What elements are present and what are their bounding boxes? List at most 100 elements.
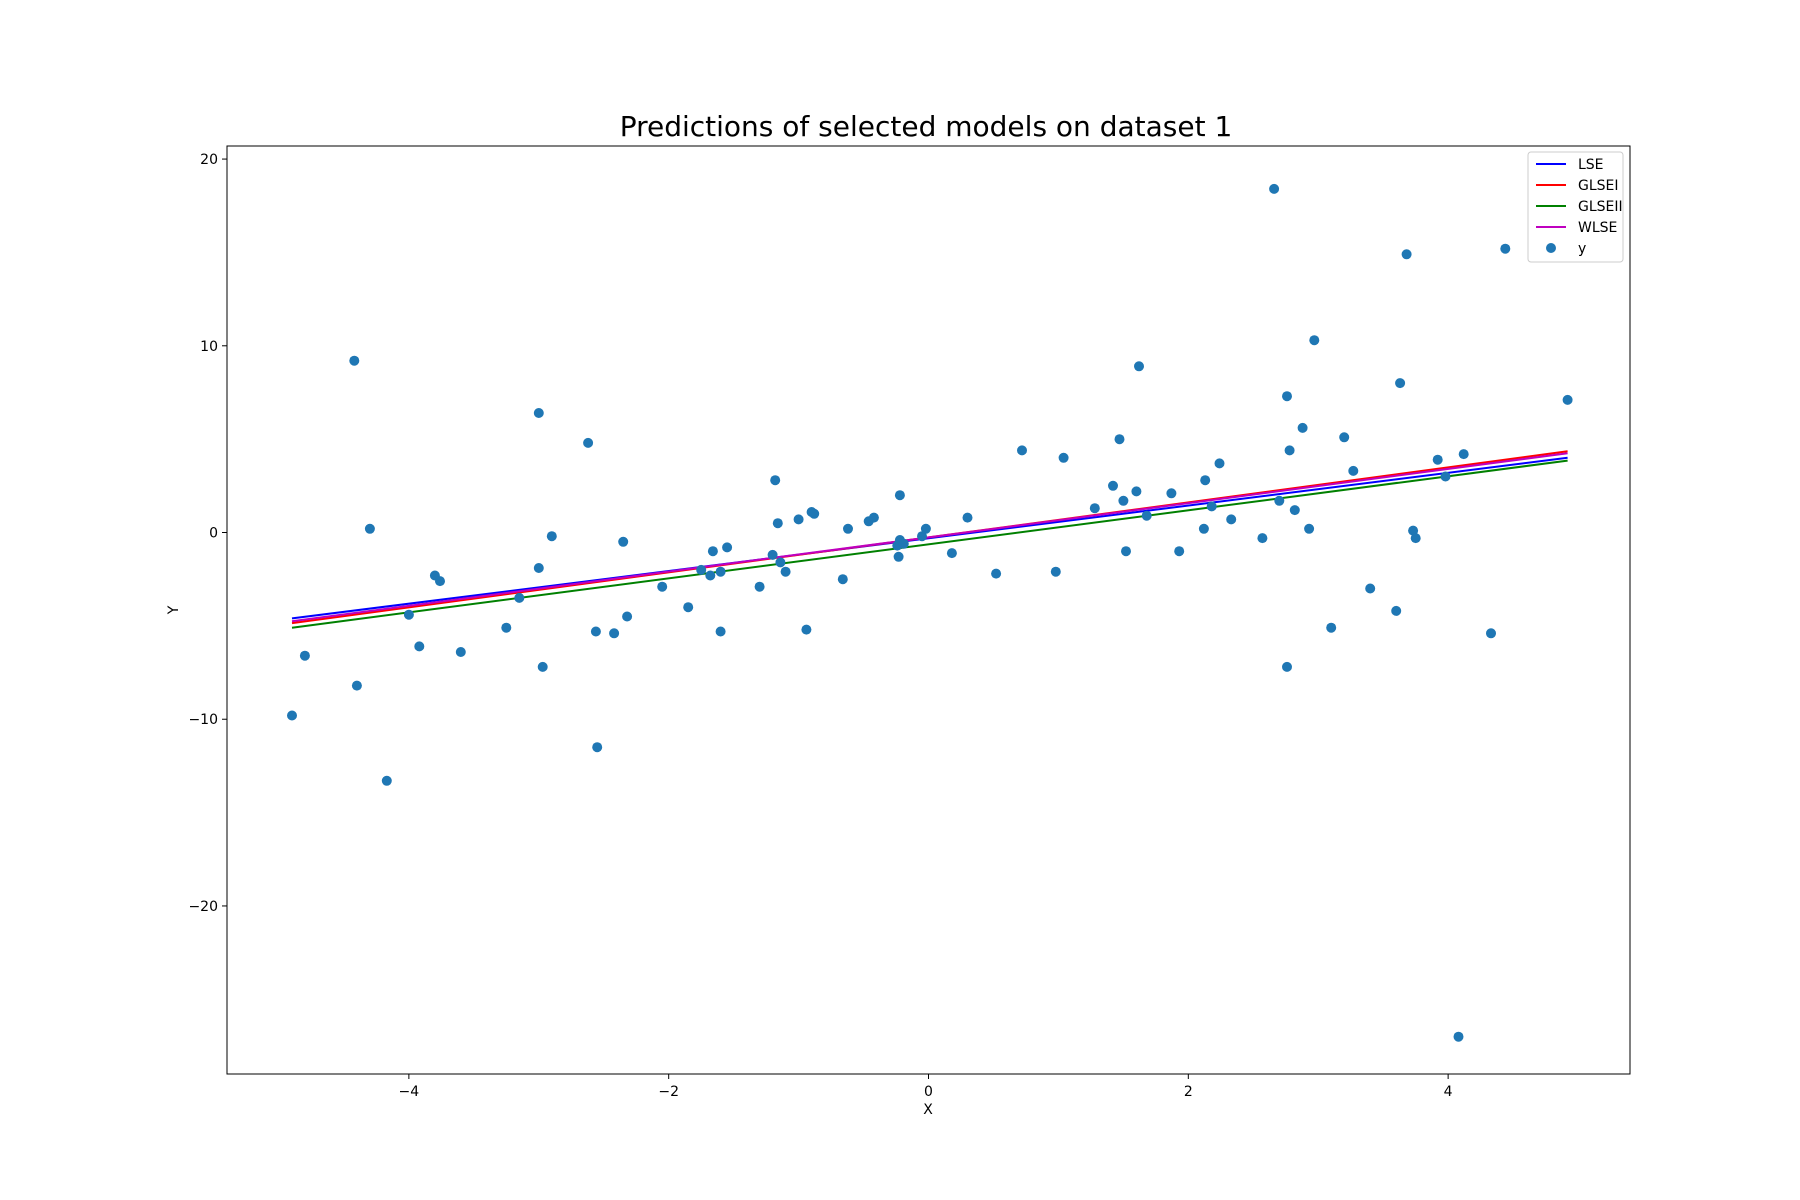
legend-label-glsei: GLSEI xyxy=(1578,178,1619,194)
scatter-point xyxy=(1432,454,1443,465)
x-tick-label: 2 xyxy=(1184,1084,1193,1100)
y-tick-label: 0 xyxy=(209,526,218,542)
scatter-point xyxy=(1121,546,1131,557)
legend-label-y: y xyxy=(1578,241,1586,257)
scatter-point xyxy=(1118,495,1129,506)
scatter-point xyxy=(1410,533,1421,544)
legend-label-lse: LSE xyxy=(1578,157,1604,173)
scatter-point xyxy=(1257,533,1268,544)
y-axis: −20 −10 0 10 20 xyxy=(188,152,227,915)
scatter-point xyxy=(590,626,601,637)
series-line-wlse xyxy=(291,452,1568,623)
series-line-glseii xyxy=(291,459,1568,629)
scatter-point xyxy=(705,570,716,581)
scatter-point xyxy=(657,581,668,592)
scatter-point xyxy=(843,523,853,534)
scatter-point xyxy=(1408,525,1419,536)
scatter-point xyxy=(514,592,525,603)
x-axis: −4 −2 0 2 4 xyxy=(399,1074,1453,1100)
scatter-point xyxy=(299,650,310,661)
scatter-point xyxy=(1326,622,1337,633)
scatter-point xyxy=(1365,583,1376,594)
scatter-point xyxy=(793,514,804,525)
scatter-point xyxy=(772,518,783,529)
scatter-point xyxy=(809,508,820,519)
y-tick-label: −20 xyxy=(188,899,218,915)
scatter-point xyxy=(1200,475,1211,486)
scatter-point xyxy=(715,566,726,577)
scatter-point xyxy=(435,576,445,587)
scatter-point xyxy=(767,549,778,560)
scatter-point xyxy=(683,602,694,613)
legend-label-wlse: WLSE xyxy=(1578,220,1617,236)
scatter-point xyxy=(1284,445,1295,456)
scatter-point xyxy=(1348,465,1359,476)
scatter-point xyxy=(696,564,707,575)
x-tick-label: −4 xyxy=(399,1084,420,1100)
scatter-point xyxy=(533,563,544,573)
scatter-point xyxy=(1401,249,1412,260)
scatter-point xyxy=(618,536,629,547)
scatter-point xyxy=(1131,486,1142,497)
scatter-point xyxy=(533,408,544,418)
legend: LSE GLSEI GLSEII WLSE y xyxy=(1527,151,1624,263)
plot-frame xyxy=(226,145,1631,1075)
scatter-point xyxy=(546,531,557,542)
chart-title: Predictions of selected models on datase… xyxy=(620,110,1233,143)
scatter-point xyxy=(1058,452,1069,463)
scatter-point xyxy=(775,557,786,568)
scatter-point xyxy=(287,710,297,721)
scatter-point xyxy=(1304,523,1315,534)
y-tick-label: −10 xyxy=(188,712,218,728)
scatter-point xyxy=(1017,445,1027,456)
scatter-point xyxy=(962,512,973,523)
scatter-point xyxy=(1562,394,1573,405)
scatter-point xyxy=(991,568,1002,579)
legend-label-glseii: GLSEII xyxy=(1578,199,1623,215)
scatter-point xyxy=(917,531,927,542)
scatter-point xyxy=(537,661,548,672)
scatter-point xyxy=(1141,510,1152,521)
y-tick-label: 10 xyxy=(200,339,218,355)
scatter-point xyxy=(381,775,392,786)
scatter-point xyxy=(1269,183,1280,194)
scatter-point xyxy=(1214,458,1225,469)
scatter-point xyxy=(801,624,812,635)
scatter-point xyxy=(1458,449,1469,460)
x-tick-label: 0 xyxy=(924,1084,933,1100)
scatter-point xyxy=(1500,243,1511,254)
scatter-point xyxy=(622,611,633,622)
scatter-point xyxy=(1309,335,1320,346)
scatter-point xyxy=(1114,434,1125,445)
scatter-point xyxy=(868,512,879,523)
scatter-point xyxy=(715,626,726,637)
scatter-point xyxy=(1089,503,1100,514)
scatter-point xyxy=(770,475,781,486)
scatter-point xyxy=(1339,432,1350,443)
scatter-point xyxy=(780,566,791,577)
scatter-point xyxy=(1440,471,1451,482)
scatter-point xyxy=(501,622,512,633)
scatter-point xyxy=(455,647,466,657)
scatter-point xyxy=(1174,546,1185,557)
scatter-point xyxy=(707,546,718,557)
scatter-point xyxy=(1297,422,1308,433)
y-tick-label: 20 xyxy=(200,152,218,168)
scatter-point xyxy=(1050,566,1061,577)
scatter-point xyxy=(1274,495,1285,506)
scatter-point xyxy=(351,680,362,691)
x-tick-label: −2 xyxy=(658,1084,679,1100)
scatter-point xyxy=(754,581,765,592)
y-axis-label: Y xyxy=(166,605,182,615)
scatter-point xyxy=(1198,523,1209,534)
scatter-point xyxy=(1453,1031,1464,1042)
scatter-point xyxy=(1166,488,1177,499)
scatter-point xyxy=(1282,391,1292,402)
scatter-point xyxy=(609,628,620,639)
scatter-point xyxy=(364,523,375,534)
legend-swatch-y xyxy=(1546,243,1556,253)
scatter-point xyxy=(414,641,425,652)
scatter-point xyxy=(946,548,957,559)
scatter-point xyxy=(1395,378,1406,389)
